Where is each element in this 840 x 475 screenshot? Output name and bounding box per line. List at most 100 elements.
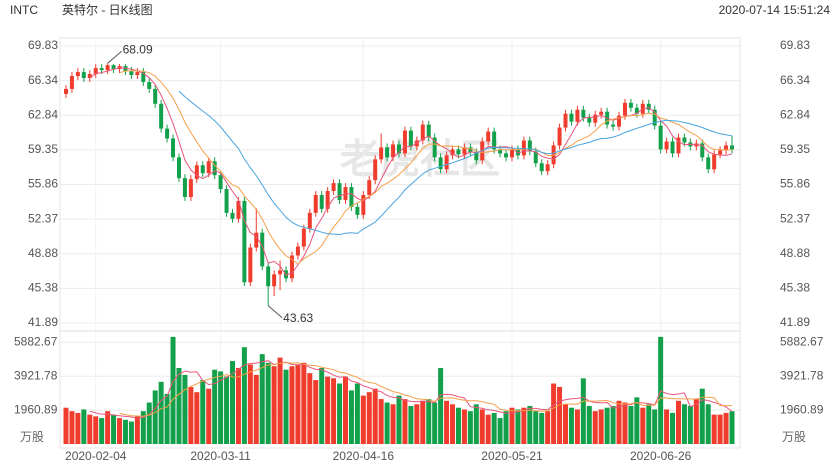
candle-body	[301, 228, 306, 247]
candle-body	[408, 130, 413, 147]
volume-tick-label-right: 1960.89	[780, 402, 824, 416]
volume-bar	[271, 366, 277, 444]
volume-bar	[111, 414, 117, 444]
candle-body	[676, 137, 681, 154]
volume-bar	[681, 404, 687, 444]
candle-body	[337, 183, 342, 200]
candle-body	[438, 157, 443, 170]
volume-bar	[426, 399, 432, 444]
y-tick-label-right: 48.88	[780, 246, 810, 260]
volume-bar	[354, 383, 360, 444]
candle-body	[159, 103, 164, 129]
candle-body	[617, 115, 622, 127]
candle-body	[611, 124, 616, 127]
candle-body	[218, 175, 223, 190]
candle-body	[99, 68, 104, 71]
volume-bar	[63, 407, 69, 444]
y-tick-label-right: 55.86	[780, 177, 810, 191]
volume-bar	[200, 380, 206, 444]
candle-body	[248, 247, 253, 283]
volume-bar	[675, 400, 681, 444]
candle-body	[182, 178, 187, 197]
volume-bar	[212, 369, 218, 444]
x-tick-label: 2020-03-11	[190, 449, 251, 463]
volume-bar	[598, 409, 604, 444]
volume-bar	[467, 411, 473, 444]
candle-body	[373, 159, 378, 181]
volume-bar	[455, 407, 461, 444]
candle-body	[563, 113, 568, 128]
candle-body	[141, 72, 146, 82]
candle-body	[569, 113, 574, 122]
candle-body	[718, 150, 723, 155]
candle-body	[397, 144, 401, 154]
volume-bar	[194, 392, 200, 444]
candle-body	[646, 103, 651, 110]
candle-body	[278, 270, 283, 275]
volume-bar	[592, 411, 598, 444]
candle-body	[87, 74, 92, 79]
candle-body	[188, 179, 193, 197]
volume-bar	[640, 407, 646, 444]
volume-bar	[717, 414, 723, 444]
candle-body	[521, 140, 526, 156]
candle-body	[468, 147, 473, 153]
candle-body	[515, 149, 520, 156]
y-tick-label: 52.37	[28, 211, 58, 225]
candle-body	[153, 88, 158, 104]
volume-bar	[283, 369, 289, 444]
volume-bar	[218, 371, 224, 444]
volume-bar	[723, 412, 729, 444]
volume-bar	[295, 364, 301, 444]
candle-body	[658, 125, 663, 150]
volume-bar	[152, 390, 158, 444]
candle-body	[545, 164, 550, 172]
volume-bar	[307, 373, 313, 444]
y-tick-label-right: 62.84	[780, 107, 810, 121]
volume-bar	[545, 411, 551, 444]
volume-bar	[325, 376, 331, 444]
candle-body	[206, 161, 211, 174]
candle-body	[313, 195, 318, 213]
ma-line	[119, 70, 733, 265]
symbol: INTC	[10, 3, 38, 17]
volume-bar	[134, 416, 140, 444]
volume-bar	[235, 367, 241, 444]
volume-bar	[265, 362, 271, 444]
watermark: 老虎社区	[340, 138, 500, 182]
volume-ma-line	[119, 362, 733, 417]
volume-bar	[616, 400, 622, 444]
volume-tick-label-right: 3921.78	[780, 368, 824, 382]
candle-body	[593, 114, 598, 123]
volume-bar	[206, 388, 212, 444]
volume-bar	[366, 392, 372, 444]
volume-bar	[408, 405, 414, 444]
candle-body	[402, 130, 407, 154]
volume-bar	[563, 404, 568, 444]
candle-body	[700, 143, 705, 158]
volume-bar	[87, 414, 93, 444]
volume-bar	[485, 414, 491, 444]
volume-bar	[224, 376, 230, 444]
candle-body	[712, 154, 717, 170]
y-tick-label: 69.83	[28, 38, 58, 52]
y-tick-label-right: 66.34	[780, 73, 810, 87]
volume-tick-label-right: 5882.67	[780, 335, 824, 349]
volume-ma-line	[89, 360, 733, 419]
volume-bar	[622, 402, 628, 444]
volume-bar	[557, 386, 563, 444]
x-tick-label: 2020-06-26	[630, 449, 692, 463]
candle-body	[652, 109, 657, 126]
candle-body	[69, 76, 74, 89]
volume-bar	[574, 409, 580, 444]
candle-body	[628, 102, 633, 108]
candle-body	[307, 212, 312, 229]
volume-bar	[521, 407, 527, 444]
candle-body	[75, 72, 80, 77]
candle-body	[706, 157, 711, 170]
candle-body	[194, 165, 199, 180]
volume-bar	[372, 388, 378, 444]
volume-bar	[253, 374, 259, 444]
candle-body	[599, 111, 604, 115]
x-tick-label: 2020-05-21	[481, 449, 543, 463]
